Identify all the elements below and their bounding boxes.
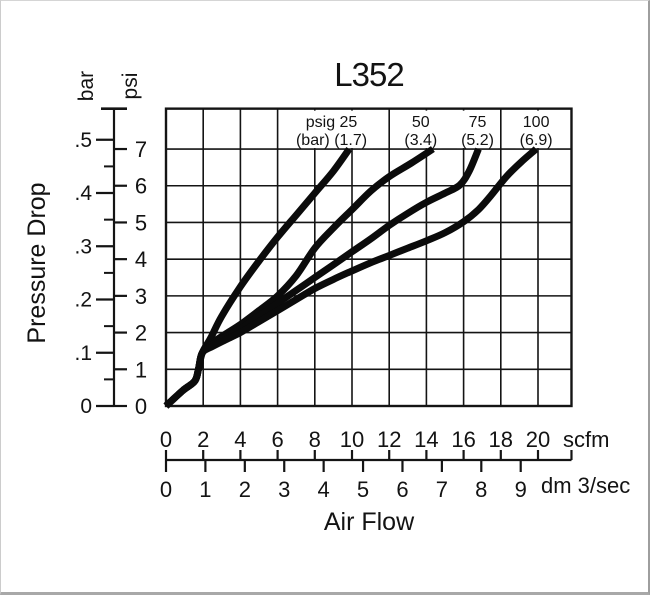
chart-title: L352 (334, 56, 404, 93)
pressure-label-mask-75 (457, 110, 499, 149)
pressure-label-psig-4: 100 (523, 114, 550, 131)
pressure-label-psig-3: 75 (469, 114, 487, 131)
pressure-label-mask-50 (400, 110, 442, 149)
bar-tick-label-.4: .4 (74, 182, 92, 205)
bar-unit-label: bar (75, 71, 98, 101)
pressure-label-bar-1: (bar) (1.7) (296, 132, 367, 149)
air-flow-axis-label: Air Flow (324, 508, 415, 536)
psi-tick-label-3: 3 (135, 284, 147, 309)
bar-tick-label-.3: .3 (74, 235, 92, 258)
pressure-label-psig-1: psig 25 (306, 114, 358, 131)
pressure-label-bar-3: (5.2) (461, 132, 494, 149)
pressure-label-mask-psig25 (290, 110, 374, 149)
dm3s-tick-label-2: 2 (239, 477, 251, 502)
pressure-label-psig-2: 50 (412, 114, 430, 131)
x-scale-scfm: 0 2 4 6 8 10 12 14 16 18 20 (160, 427, 550, 460)
scfm-tick-label-16: 16 (451, 427, 475, 452)
scfm-tick-label-0: 0 (160, 427, 172, 452)
bar-scale: 0 .1 .2 .3 .4 .5 (74, 129, 114, 418)
bar-tick-label-.5: .5 (74, 129, 92, 152)
bar-tick-label-0: 0 (80, 395, 92, 418)
scfm-tick-label-4: 4 (234, 427, 246, 452)
scfm-tick-label-8: 8 (309, 427, 321, 452)
dm3s-unit-label: dm 3/sec (541, 473, 630, 498)
scfm-tick-label-14: 14 (414, 427, 438, 452)
flow-curves (163, 146, 539, 409)
scfm-tick-label-18: 18 (489, 427, 513, 452)
curve-100psig (163, 146, 539, 409)
pressure-label-bar-2: (3.4) (404, 132, 437, 149)
scfm-tick-label-20: 20 (526, 427, 550, 452)
pressure-setting-labels: psig 25(bar) (1.7) 50(3.4) 75(5.2) 100(6.9) (290, 110, 557, 149)
x-scale-dm3s: 0 1 2 3 4 5 6 7 8 9 (160, 460, 527, 502)
bar-tick-label-.1: .1 (74, 342, 92, 365)
pressure-label-mask-100 (515, 110, 557, 149)
psi-tick-label-7: 7 (135, 137, 147, 162)
dm3s-tick-label-5: 5 (357, 477, 369, 502)
psi-tick-label-1: 1 (135, 357, 147, 382)
dm3s-tick-label-3: 3 (278, 477, 290, 502)
pressure-drop-axis-label: Pressure Drop (23, 182, 51, 343)
y-axis: 0 .1 .2 .3 .4 .5 0 1 2 3 4 5 6 7 bar psi Pressure Drop (23, 71, 147, 419)
scfm-tick-label-6: 6 (271, 427, 283, 452)
psi-tick-label-5: 5 (135, 210, 147, 235)
dm3s-tick-label-7: 7 (436, 477, 448, 502)
psi-scale: 0 1 2 3 4 5 6 7 (114, 137, 147, 419)
dm3s-tick-label-9: 9 (515, 477, 527, 502)
dm3s-tick-label-0: 0 (160, 477, 172, 502)
scfm-tick-label-2: 2 (197, 427, 209, 452)
curve-25psig (163, 146, 353, 409)
curve-50psig (163, 146, 435, 409)
grid (166, 108, 572, 406)
psi-tick-label-6: 6 (135, 174, 147, 199)
scfm-unit-label: scfm (563, 427, 609, 452)
dm3s-tick-label-4: 4 (318, 477, 330, 502)
plot-border (164, 107, 573, 408)
dm3s-tick-label-1: 1 (199, 477, 211, 502)
psi-unit-label: psi (119, 73, 142, 100)
psi-tick-label-2: 2 (135, 321, 147, 346)
bar-tick-label-.2: .2 (74, 289, 92, 312)
psi-tick-label-0: 0 (135, 394, 147, 419)
psi-tick-label-4: 4 (135, 247, 147, 272)
pressure-label-bar-4: (6.9) (520, 132, 553, 149)
scfm-tick-label-12: 12 (377, 427, 401, 452)
dm3s-tick-label-8: 8 (475, 477, 487, 502)
dm3s-tick-label-6: 6 (396, 477, 408, 502)
scfm-tick-label-10: 10 (340, 427, 364, 452)
